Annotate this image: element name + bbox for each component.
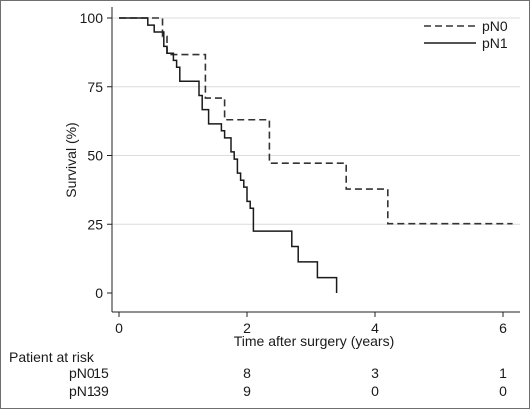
risk-count-pN0-t4: 3: [371, 365, 379, 381]
x-tick-label-0: 0: [115, 320, 123, 336]
risk-count-pN1-t0: 39: [93, 383, 109, 399]
axes: 0 25 50 75 100 0 2 4 6: [80, 7, 520, 336]
series-line-pN1: [119, 17, 338, 293]
x-tick-label-6: 6: [499, 320, 507, 336]
risk-count-pN1-t2: 9: [243, 383, 251, 399]
x-tick-label-4: 4: [371, 320, 379, 336]
risk-count-pN1-t4: 0: [371, 383, 379, 399]
risk-table-title: Patient at risk: [9, 349, 95, 365]
y-axis-title: Survival (%): [63, 122, 79, 197]
risk-row-label-pN0: pN0: [69, 365, 95, 381]
risk-count-pN0-t2: 8: [243, 365, 251, 381]
plot-area: [112, 7, 520, 312]
y-tick-label-75: 75: [87, 79, 103, 95]
gridlines: [112, 17, 520, 225]
series-line-pN0: [119, 17, 513, 225]
y-tick-label-25: 25: [87, 216, 103, 232]
x-tick-label-2: 2: [243, 320, 251, 336]
y-tick-label-100: 100: [80, 10, 104, 26]
risk-count-pN1-t6: 0: [499, 383, 507, 399]
y-tick-label-50: 50: [87, 148, 103, 164]
series-lines: [119, 17, 513, 293]
risk-row-label-pN1: pN1: [69, 383, 95, 399]
y-tick-label-0: 0: [95, 285, 103, 301]
x-axis-title: Time after surgery (years): [234, 333, 395, 349]
legend-label-pN0: pN0: [482, 18, 508, 34]
legend-label-pN1: pN1: [482, 35, 508, 51]
risk-count-pN0-t0: 15: [93, 365, 109, 381]
risk-count-pN0-t6: 1: [499, 365, 507, 381]
